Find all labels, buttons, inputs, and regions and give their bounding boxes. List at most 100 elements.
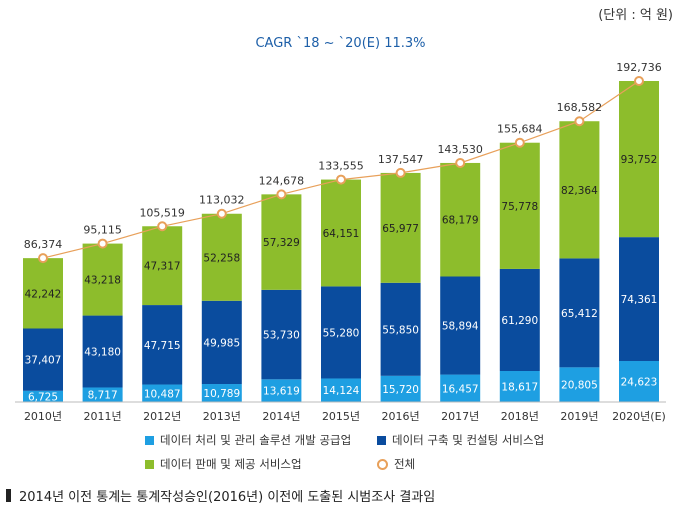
total-marker-8: [514, 137, 525, 148]
label-solution-10: 24,623: [621, 376, 658, 388]
total-label-4: 124,678: [259, 174, 305, 187]
label-solution-1: 8,717: [88, 390, 118, 402]
bar-sales-4: [261, 194, 302, 290]
bar-construction-5: [321, 286, 361, 379]
bar-sales-7: [440, 162, 481, 277]
category-label-8: 2018년: [501, 410, 539, 423]
label-solution-3: 10,789: [203, 388, 240, 400]
total-label-8: 155,684: [497, 123, 543, 136]
total-marker-5: [336, 174, 346, 185]
label-sales-0: 42,242: [25, 288, 62, 300]
category-label-9: 2019년: [560, 410, 598, 423]
total-label-6: 137,547: [378, 153, 424, 166]
bar-solution-1: [82, 387, 123, 402]
legend-item-sales: 데이터 판매 및 제공 서비스업: [145, 456, 302, 472]
label-sales-7: 68,179: [442, 215, 479, 227]
bar-solution-6: [380, 375, 421, 402]
category-label-0: 2010년: [24, 410, 62, 423]
label-construction-9: 65,412: [561, 308, 598, 320]
bar-solution-0: [23, 390, 63, 402]
total-marker-0: [38, 253, 48, 264]
bar-sales-10: [619, 81, 659, 238]
stacked-bar-chart: 6,725 37,407 42,242 2010년 8,717 43,180 43,218 2…: [15, 61, 666, 423]
label-solution-2: 10,487: [144, 388, 181, 400]
label-sales-1: 43,218: [84, 275, 121, 287]
bar-sales-5: [321, 179, 361, 287]
bar-solution-8: [499, 370, 540, 402]
bar-construction-6: [380, 282, 421, 376]
bar-construction-1: [82, 315, 123, 388]
category-label-1: 2011년: [84, 410, 122, 423]
label-construction-8: 61,290: [501, 315, 538, 327]
label-sales-8: 75,778: [501, 201, 538, 213]
bar-solution-2: [142, 384, 183, 402]
label-solution-6: 15,720: [382, 384, 419, 396]
bar-construction-10: [619, 237, 659, 361]
bar-construction-4: [261, 289, 302, 380]
bar-construction-3: [201, 300, 242, 385]
label-sales-9: 82,364: [561, 185, 598, 197]
total-label-5: 133,555: [318, 160, 364, 173]
label-solution-9: 20,805: [561, 380, 598, 392]
legend-label-solution: 데이터 처리 및 관리 솔루션 개발 공급업: [160, 433, 352, 447]
bar-sales-0: [23, 258, 63, 329]
label-construction-6: 55,850: [382, 324, 419, 336]
label-construction-3: 49,985: [203, 337, 240, 349]
cagr-label: CAGR `18 ~ `20(E) 11.3%: [255, 36, 426, 51]
bar-solution-7: [440, 374, 481, 402]
label-sales-4: 57,329: [263, 237, 300, 249]
category-label-10: 2020년(E): [612, 410, 666, 423]
total-label-10: 192,736: [616, 61, 662, 74]
label-construction-1: 43,180: [84, 347, 121, 359]
legend-item-total: 전체: [377, 456, 415, 472]
label-construction-2: 47,715: [144, 340, 181, 352]
legend-swatch-solution: [145, 435, 154, 445]
label-solution-4: 13,619: [263, 386, 300, 398]
bar-sales-1: [82, 243, 123, 316]
bar-sales-3: [201, 213, 242, 301]
bar-solution-4: [261, 379, 302, 402]
label-construction-0: 37,407: [25, 355, 62, 367]
label-sales-2: 47,317: [144, 261, 181, 273]
total-label-2: 105,519: [139, 206, 185, 219]
total-marker-2: [157, 221, 168, 232]
legend-label-construction: 데이터 구축 및 컨설팅 서비스업: [392, 433, 545, 447]
total-label-7: 143,530: [437, 143, 483, 156]
total-label-1: 95,115: [83, 224, 122, 237]
label-sales-6: 65,977: [382, 223, 419, 235]
category-label-3: 2013년: [203, 410, 241, 423]
legend-swatch-sales: [145, 459, 154, 469]
label-solution-8: 18,617: [501, 381, 538, 393]
label-solution-0: 6,725: [28, 391, 58, 403]
legend-swatch-construction: [377, 435, 386, 445]
bar-sales-8: [499, 142, 540, 269]
footnote-text: 2014년 이전 통계는 통계작성승인(2016년) 이전에 도출된 시범조사 …: [19, 490, 436, 505]
unit-label: (단위 : 억 원): [598, 8, 673, 23]
bar-construction-8: [499, 268, 540, 371]
total-marker-9: [574, 116, 585, 127]
total-marker-4: [276, 189, 287, 200]
footnote: 2014년 이전 통계는 통계작성승인(2016년) 이전에 도출된 시범조사 …: [6, 486, 435, 505]
bar-solution-5: [321, 378, 361, 402]
legend-item-solution: 데이터 처리 및 관리 솔루션 개발 공급업: [145, 432, 351, 448]
bar-solution-3: [201, 384, 242, 402]
total-marker-6: [395, 167, 406, 178]
bar-solution-10: [619, 360, 659, 402]
legend-marker-total-icon: [377, 458, 388, 470]
bar-sales-6: [380, 172, 421, 283]
bar-sales-2: [142, 226, 183, 306]
category-label-2: 2012년: [143, 410, 181, 423]
total-marker-10: [634, 76, 644, 86]
label-solution-5: 14,124: [323, 385, 360, 397]
total-label-0: 86,374: [24, 238, 63, 251]
total-label-9: 168,582: [557, 101, 603, 114]
bar-construction-2: [142, 305, 183, 385]
label-sales-10: 93,752: [621, 154, 658, 166]
total-marker-1: [97, 238, 108, 249]
label-construction-4: 53,730: [263, 330, 300, 342]
category-label-4: 2014년: [262, 410, 300, 423]
bar-construction-0: [23, 328, 63, 391]
label-construction-5: 55,280: [323, 327, 360, 339]
category-label-5: 2015년: [322, 410, 360, 423]
label-construction-10: 74,361: [621, 294, 658, 306]
